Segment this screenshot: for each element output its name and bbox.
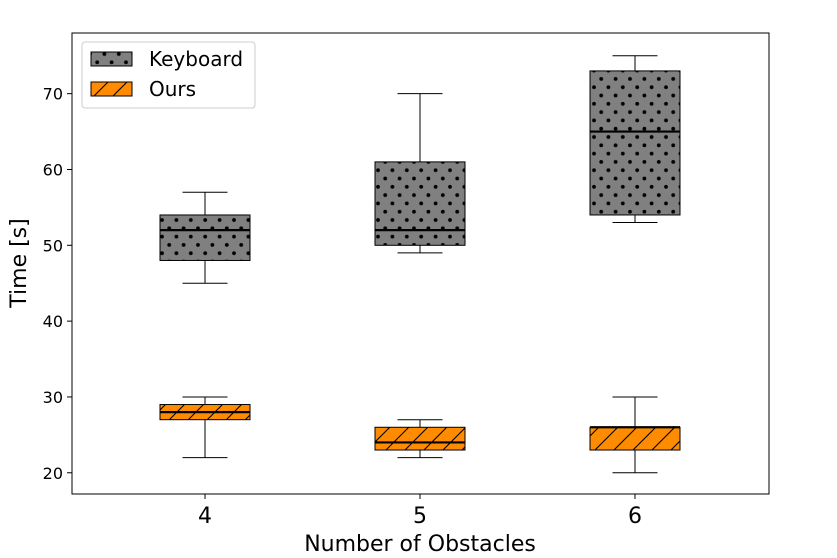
y-tick-label: 60 xyxy=(43,160,63,179)
y-tick-label: 30 xyxy=(43,388,63,407)
box-ours-4 xyxy=(159,396,251,459)
y-tick-label: 50 xyxy=(43,236,63,255)
box-body xyxy=(589,70,681,216)
x-tick-label: 5 xyxy=(413,504,427,529)
x-tick-label: 6 xyxy=(628,504,642,529)
box-ours-6 xyxy=(589,396,681,474)
box-body xyxy=(159,214,251,261)
axes-frame xyxy=(71,32,770,495)
box-body xyxy=(589,426,681,451)
legend-label-ours: Ours xyxy=(149,77,196,101)
legend-label-keyboard: Keyboard xyxy=(149,47,243,71)
box-keyboard-6 xyxy=(589,55,681,224)
y-tick-label: 20 xyxy=(43,464,63,483)
x-axis-label: Number of Obstacles xyxy=(304,532,536,557)
y-tick-label: 40 xyxy=(43,312,63,331)
box-keyboard-4 xyxy=(159,191,251,284)
x-tick-label: 4 xyxy=(198,504,212,529)
plot-area xyxy=(159,55,681,474)
box-body xyxy=(374,161,466,246)
series-ours xyxy=(159,396,681,474)
legend-swatch-ours xyxy=(90,81,133,97)
box-body xyxy=(374,426,466,451)
x-axis: 4 5 6 xyxy=(198,494,642,529)
y-axis: 20 30 40 50 60 70 xyxy=(43,85,72,483)
y-tick-label: 70 xyxy=(43,85,63,104)
box-keyboard-5 xyxy=(374,93,466,254)
series-keyboard xyxy=(159,55,681,284)
legend: Keyboard Ours xyxy=(81,41,256,109)
box-ours-5 xyxy=(374,419,466,459)
legend-swatch-keyboard xyxy=(90,51,133,67)
y-axis-label: Time [s] xyxy=(7,218,32,308)
